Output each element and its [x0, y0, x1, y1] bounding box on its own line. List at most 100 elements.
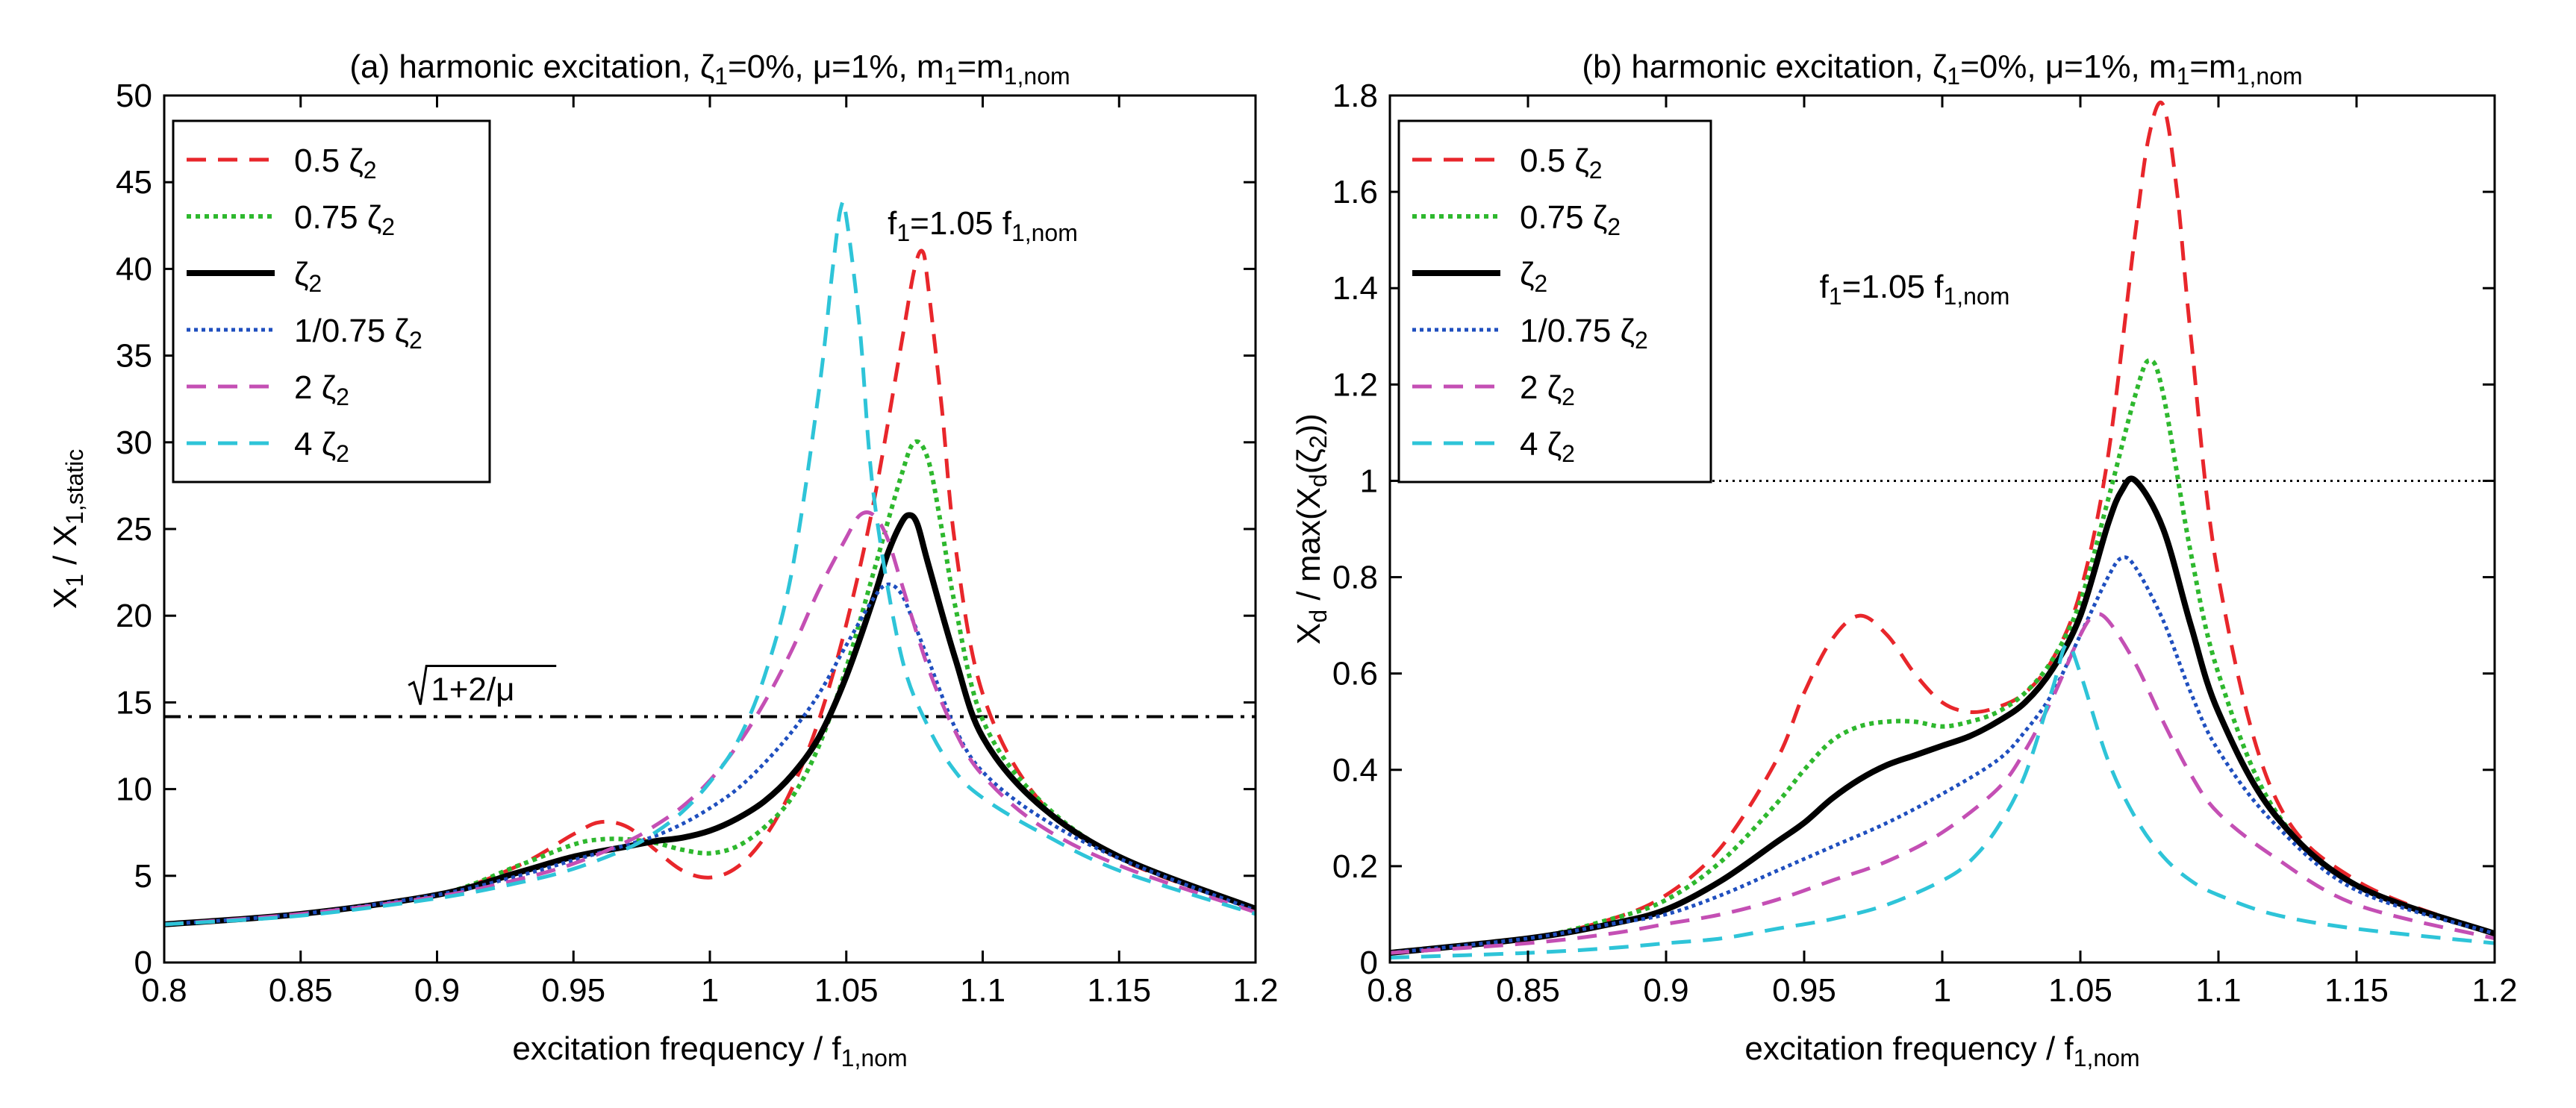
series-line-1 [164, 439, 1256, 927]
chart-title-part: =m [957, 48, 1003, 85]
y-tick-label: 1.2 [1332, 366, 1378, 403]
frequency-annotation-part: 1,nom [1011, 219, 1078, 246]
legend-label-5: 4 ζ2 [1520, 426, 1575, 467]
x-tick-label: 1.2 [1232, 972, 1278, 1009]
frequency-annotation-part: 1 [1829, 283, 1842, 310]
y-axis-label-part: 1 [61, 574, 88, 587]
y-axis-label: X1 / X1,static [47, 449, 88, 610]
x-axis-label: excitation frequency / f1,nom [1744, 1030, 2139, 1071]
legend-box [172, 119, 491, 483]
legend-sub: 2 [1534, 270, 1547, 297]
legend-label-1: 0.75 ζ2 [294, 199, 395, 240]
chart-title-part: 1,nom [2236, 63, 2303, 90]
y-tick-label: 50 [116, 78, 152, 114]
frequency-annotation-part: f [1820, 269, 1830, 305]
x-axis-label-part: excitation frequency / f [1744, 1030, 2074, 1067]
series-line-2 [164, 512, 1256, 927]
frequency-annotation: f1=1.05 f1,nom [888, 205, 1078, 246]
x-axis-label-part: 1,nom [2074, 1045, 2140, 1071]
sqrt-sign [408, 664, 557, 705]
legend-sub: 2 [1607, 213, 1621, 240]
y-tick-label: 0 [134, 945, 152, 981]
x-tick-label: 1 [1933, 972, 1951, 1009]
y-tick-label: 30 [116, 425, 152, 461]
chart-title-part: 1 [944, 63, 958, 90]
x-axis-label-part: 1,nom [841, 1045, 908, 1071]
sqrt-radicand: 1+2/μ [431, 671, 514, 707]
x-tick-label: 0.9 [1643, 972, 1688, 1009]
legend-sub: 2 [336, 384, 349, 410]
x-tick-label: 1.1 [2195, 972, 2241, 1009]
chart-title-part: μ=1%, [813, 48, 917, 85]
legend-sub: 2 [381, 213, 395, 240]
series-line-3 [164, 582, 1256, 927]
legend-coef: 0.75 ζ [1520, 199, 1607, 236]
y-axis-label-part: d [1305, 474, 1332, 487]
series-line-4 [164, 510, 1256, 927]
y-tick-label: 0.6 [1332, 656, 1378, 692]
y-axis-label-part: )) [1291, 413, 1327, 435]
x-axis-label: excitation frequency / f1,nom [512, 1030, 907, 1071]
chart-title-part: m [2149, 48, 2177, 85]
chart-title: (b) harmonic excitation, ζ1=0%, μ=1%, m1… [1582, 48, 2302, 90]
y-axis-label-part: (ζ [1291, 448, 1327, 474]
series-line-0 [164, 248, 1256, 927]
x-tick-label: 0.95 [1772, 972, 1836, 1009]
chart-title-part: (a) harmonic excitation, [349, 48, 700, 85]
legend-label-2: ζ2 [294, 256, 322, 297]
legend-label-3: 1/0.75 ζ2 [294, 313, 422, 354]
y-tick-label: 25 [116, 511, 152, 548]
x-tick-label: 1.2 [2471, 972, 2517, 1009]
legend-label-5: 4 ζ2 [294, 426, 349, 467]
frequency-annotation-part: =1.05 f [1842, 269, 1945, 305]
x-tick-label: 1 [701, 972, 719, 1009]
x-tick-label: 0.8 [1367, 972, 1412, 1009]
frequency-annotation-part: 1,nom [1943, 283, 2009, 310]
y-axis-label-part: X [1291, 623, 1327, 645]
chart-title-part: 1 [1947, 63, 1960, 90]
legend-label-2: ζ2 [1520, 256, 1547, 297]
legend-sub: 2 [364, 157, 377, 184]
series-line-5 [164, 199, 1256, 927]
y-axis-label-part: / X [47, 525, 84, 574]
legend-label-0: 0.5 ζ2 [294, 143, 377, 184]
legend-coef: 1/0.75 ζ [294, 313, 409, 349]
legend-label-4: 2 ζ2 [294, 369, 349, 410]
chart-title-part: m [917, 48, 944, 85]
frequency-annotation: f1=1.05 f1,nom [1820, 269, 2010, 310]
chart-title-part: μ=1%, [2045, 48, 2149, 85]
chart-title: (a) harmonic excitation, ζ1=0%, μ=1%, m1… [349, 48, 1070, 90]
y-tick-label: 15 [116, 684, 152, 721]
x-tick-label: 1.1 [960, 972, 1005, 1009]
legend-label-4: 2 ζ2 [1520, 369, 1575, 410]
legend-coef: 0.5 ζ [294, 143, 364, 179]
panel-b: 0.8 0.85 0.9 0.95 1 1.05 1.1 1.15 1.2 0 0.2 0.4 0.6 0… [1291, 48, 2518, 1071]
legend-label-3: 1/0.75 ζ2 [1520, 313, 1648, 354]
chart-title-part: (b) harmonic excitation, [1582, 48, 1933, 85]
y-axis-label-part: 2 [1305, 435, 1332, 448]
chart-title-part: 1,nom [1004, 63, 1070, 90]
legend-coef: ζ [294, 256, 308, 292]
y-axis-label-part: X [47, 587, 84, 609]
y-tick-label: 0 [1360, 945, 1378, 981]
legend-sub: 2 [1562, 440, 1575, 467]
chart-title-part: 1 [714, 63, 728, 90]
legend-coef: 0.5 ζ [1520, 143, 1589, 179]
legend-coef: 2 ζ [1520, 369, 1562, 406]
y-tick-label: 0.4 [1332, 752, 1378, 789]
legend-coef: 0.75 ζ [294, 199, 381, 236]
x-tick-label: 0.85 [1496, 972, 1560, 1009]
chart-title-part: =m [2189, 48, 2236, 85]
legend-box [1397, 119, 1712, 483]
series-line-4 [1390, 612, 2495, 955]
x-tick-label: 0.95 [541, 972, 605, 1009]
chart-title-part: =0%, [728, 48, 813, 85]
chart-title-part: ζ [700, 48, 714, 85]
y-axis-label: Xd / max(Xd(ζ2)) [1291, 413, 1332, 645]
y-tick-label: 0.8 [1332, 560, 1378, 596]
legend-label-1: 0.75 ζ2 [1520, 199, 1621, 240]
y-axis-label-part: / max(X [1291, 487, 1327, 610]
y-tick-label: 1.4 [1332, 270, 1378, 307]
series-group [164, 199, 1256, 927]
